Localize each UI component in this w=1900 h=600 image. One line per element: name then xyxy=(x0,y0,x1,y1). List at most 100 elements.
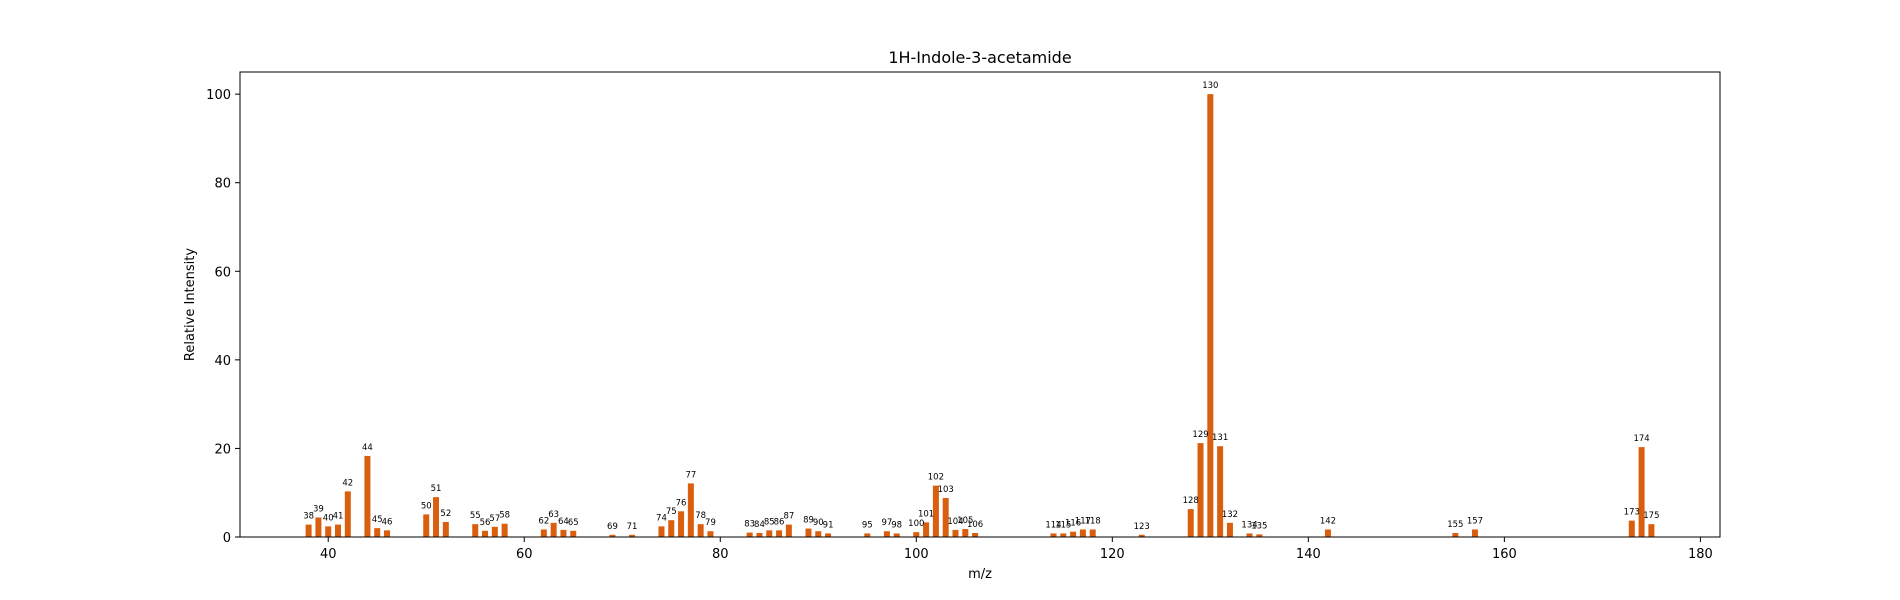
peak-label-40: 40 xyxy=(323,513,334,523)
peak-label-131: 131 xyxy=(1212,433,1228,443)
bar-mz-65 xyxy=(570,530,577,537)
chart-title: 1H-Indole-3-acetamide xyxy=(888,48,1071,67)
peak-label-63: 63 xyxy=(548,510,559,520)
y-tick-label: 100 xyxy=(206,88,231,103)
y-tick-label: 80 xyxy=(214,177,231,192)
peak-label-78: 78 xyxy=(695,511,706,521)
bar-mz-116 xyxy=(1070,531,1077,537)
bar-mz-90 xyxy=(815,531,822,537)
bar-mz-51 xyxy=(433,497,440,537)
y-tick-label: 60 xyxy=(214,265,231,280)
bar-mz-100 xyxy=(913,532,920,537)
bar-series xyxy=(305,94,1655,537)
peak-label-102: 102 xyxy=(928,473,944,483)
bar-mz-123 xyxy=(1138,534,1145,537)
peak-label-76: 76 xyxy=(676,498,687,508)
x-tick-label: 180 xyxy=(1688,547,1713,562)
bar-mz-101 xyxy=(923,522,930,537)
peak-label-90: 90 xyxy=(813,518,824,528)
bar-mz-76 xyxy=(678,511,685,537)
bar-mz-45 xyxy=(374,528,381,537)
bar-mz-55 xyxy=(472,524,479,537)
peak-label-52: 52 xyxy=(440,509,451,519)
peak-label-71: 71 xyxy=(627,522,638,532)
peak-label-50: 50 xyxy=(421,501,432,511)
y-axis-label: Relative Intensity xyxy=(183,248,198,361)
bar-mz-155 xyxy=(1452,533,1459,537)
peak-label-142: 142 xyxy=(1320,516,1336,526)
x-tick-label: 120 xyxy=(1100,547,1125,562)
bar-mz-56 xyxy=(482,530,489,537)
bar-mz-57 xyxy=(491,526,498,537)
x-tick-label: 60 xyxy=(516,547,533,562)
peak-label-106: 106 xyxy=(967,520,983,530)
bar-mz-95 xyxy=(864,533,871,537)
x-axis-label: m/z xyxy=(968,567,992,582)
bar-mz-115 xyxy=(1060,533,1067,537)
bar-mz-142 xyxy=(1324,529,1331,537)
bar-mz-97 xyxy=(883,531,890,537)
bar-mz-50 xyxy=(423,514,430,537)
x-tick-label: 100 xyxy=(904,547,929,562)
peak-label-39: 39 xyxy=(313,505,324,515)
bar-mz-74 xyxy=(658,526,665,537)
bar-mz-174 xyxy=(1638,447,1645,537)
peak-label-123: 123 xyxy=(1134,522,1150,532)
bar-mz-41 xyxy=(335,524,342,537)
bar-mz-91 xyxy=(825,533,832,537)
bar-mz-52 xyxy=(442,521,449,537)
peak-label-87: 87 xyxy=(783,512,794,522)
peak-label-57: 57 xyxy=(489,514,500,524)
x-tick-label: 80 xyxy=(712,547,729,562)
bar-mz-84 xyxy=(756,533,763,537)
peak-label-55: 55 xyxy=(470,511,481,521)
peak-label-115: 115 xyxy=(1055,520,1071,530)
bar-mz-131 xyxy=(1217,446,1224,537)
peak-label-105: 105 xyxy=(957,516,973,526)
peak-label-175: 175 xyxy=(1643,511,1659,521)
bar-mz-79 xyxy=(707,531,714,537)
bar-mz-64 xyxy=(560,529,567,537)
bar-mz-87 xyxy=(785,524,792,537)
peak-label-98: 98 xyxy=(891,520,902,530)
peak-label-118: 118 xyxy=(1085,516,1101,526)
peak-label-97: 97 xyxy=(881,518,892,528)
peak-label-44: 44 xyxy=(362,443,373,453)
peak-label-89: 89 xyxy=(803,516,814,526)
y-axis: 0 20 40 60 80 100 xyxy=(206,88,240,546)
peak-label-91: 91 xyxy=(823,520,834,530)
bar-mz-69 xyxy=(609,534,616,537)
bar-mz-102 xyxy=(932,485,939,537)
peak-label-104: 104 xyxy=(947,517,963,527)
peak-label-46: 46 xyxy=(382,517,393,527)
peak-label-130: 130 xyxy=(1202,81,1218,91)
peak-label-51: 51 xyxy=(431,484,442,494)
bar-mz-46 xyxy=(384,530,391,537)
bar-mz-77 xyxy=(687,483,694,537)
bar-mz-86 xyxy=(776,530,783,537)
peak-label-117: 117 xyxy=(1075,516,1091,526)
peak-label-84: 84 xyxy=(754,520,765,530)
bar-mz-85 xyxy=(766,530,773,537)
peak-label-85: 85 xyxy=(764,517,775,527)
x-axis: 40 60 80 100 120 140 160 180 xyxy=(320,537,1713,562)
peak-label-69: 69 xyxy=(607,522,618,532)
bar-mz-98 xyxy=(893,533,900,537)
bar-mz-38 xyxy=(305,524,312,537)
peak-label-157: 157 xyxy=(1467,516,1483,526)
peak-label-100: 100 xyxy=(908,519,924,529)
bar-mz-58 xyxy=(501,523,508,537)
peak-label-74: 74 xyxy=(656,513,667,523)
bar-mz-75 xyxy=(668,520,675,537)
peak-label-155: 155 xyxy=(1447,520,1463,530)
bar-mz-104 xyxy=(952,529,959,537)
bar-mz-135 xyxy=(1256,534,1263,537)
bar-mz-118 xyxy=(1089,529,1096,537)
peak-label-174: 174 xyxy=(1633,434,1649,444)
peak-label-134: 134 xyxy=(1241,520,1257,530)
peak-label-129: 129 xyxy=(1192,430,1208,440)
bar-mz-83 xyxy=(746,532,753,537)
bar-mz-71 xyxy=(629,534,636,537)
